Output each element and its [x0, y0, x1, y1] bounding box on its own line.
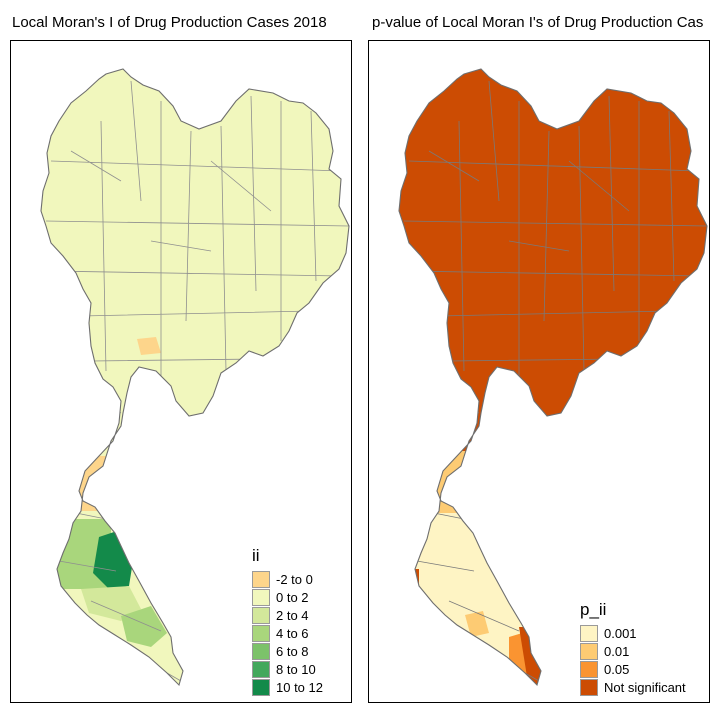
- legend-item: 6 to 8: [252, 642, 323, 660]
- right-map-title: p-value of Local Moran I's of Drug Produ…: [372, 14, 704, 31]
- legend-label: 0.01: [604, 643, 630, 659]
- legend-swatch: [580, 660, 598, 678]
- legend-item: 4 to 6: [252, 624, 323, 642]
- legend-label: 6 to 8: [276, 643, 309, 659]
- legend-label: 0.05: [604, 661, 630, 677]
- legend-swatch: [252, 642, 270, 660]
- legend-swatch: [252, 588, 270, 606]
- legend-label: 10 to 12: [276, 679, 323, 695]
- legend-item: -2 to 0: [252, 570, 323, 588]
- legend-swatch: [580, 642, 598, 660]
- left-legend-title: ii: [252, 546, 260, 565]
- right-choropleth-map: [398, 68, 708, 686]
- legend-item: 0 to 2: [252, 588, 323, 606]
- left-map-frame: [10, 40, 352, 703]
- legend-swatch: [252, 606, 270, 624]
- legend-label: 2 to 4: [276, 607, 309, 623]
- legend-swatch: [252, 624, 270, 642]
- zone-p01-lower: [465, 611, 489, 637]
- legend-label: 0.001: [604, 625, 637, 641]
- right-legend: p_ii 0.001 0.01 0.05 Not significant: [580, 600, 686, 696]
- legend-label: -2 to 0: [276, 571, 313, 587]
- zone-south-mid-b: [81, 586, 141, 621]
- right-map-frame: [368, 40, 710, 703]
- legend-label: 8 to 10: [276, 661, 316, 677]
- legend-label: 4 to 6: [276, 625, 309, 641]
- left-map-title: Local Moran's I of Drug Production Cases…: [12, 14, 327, 31]
- legend-swatch: [252, 678, 270, 696]
- legend-item: 0.001: [580, 624, 686, 642]
- legend-swatch: [580, 678, 598, 696]
- legend-swatch: [580, 624, 598, 642]
- legend-item: 0.05: [580, 660, 686, 678]
- right-legend-title: p_ii: [580, 600, 607, 619]
- legend-label: Not significant: [604, 679, 686, 695]
- legend-label: 0 to 2: [276, 589, 309, 605]
- zone-central-negative: [137, 337, 161, 355]
- zone-south-lower: [121, 606, 167, 647]
- legend-item: 0.01: [580, 642, 686, 660]
- legend-item: 8 to 10: [252, 660, 323, 678]
- left-choropleth-map: [40, 68, 350, 686]
- left-legend: ii -2 to 0 0 to 2 2 to 4 4 to 6 6 to 8 8…: [252, 546, 323, 696]
- legend-item: Not significant: [580, 678, 686, 696]
- legend-swatch: [252, 660, 270, 678]
- legend-item: 2 to 4: [252, 606, 323, 624]
- legend-swatch: [252, 570, 270, 588]
- legend-item: 10 to 12: [252, 678, 323, 696]
